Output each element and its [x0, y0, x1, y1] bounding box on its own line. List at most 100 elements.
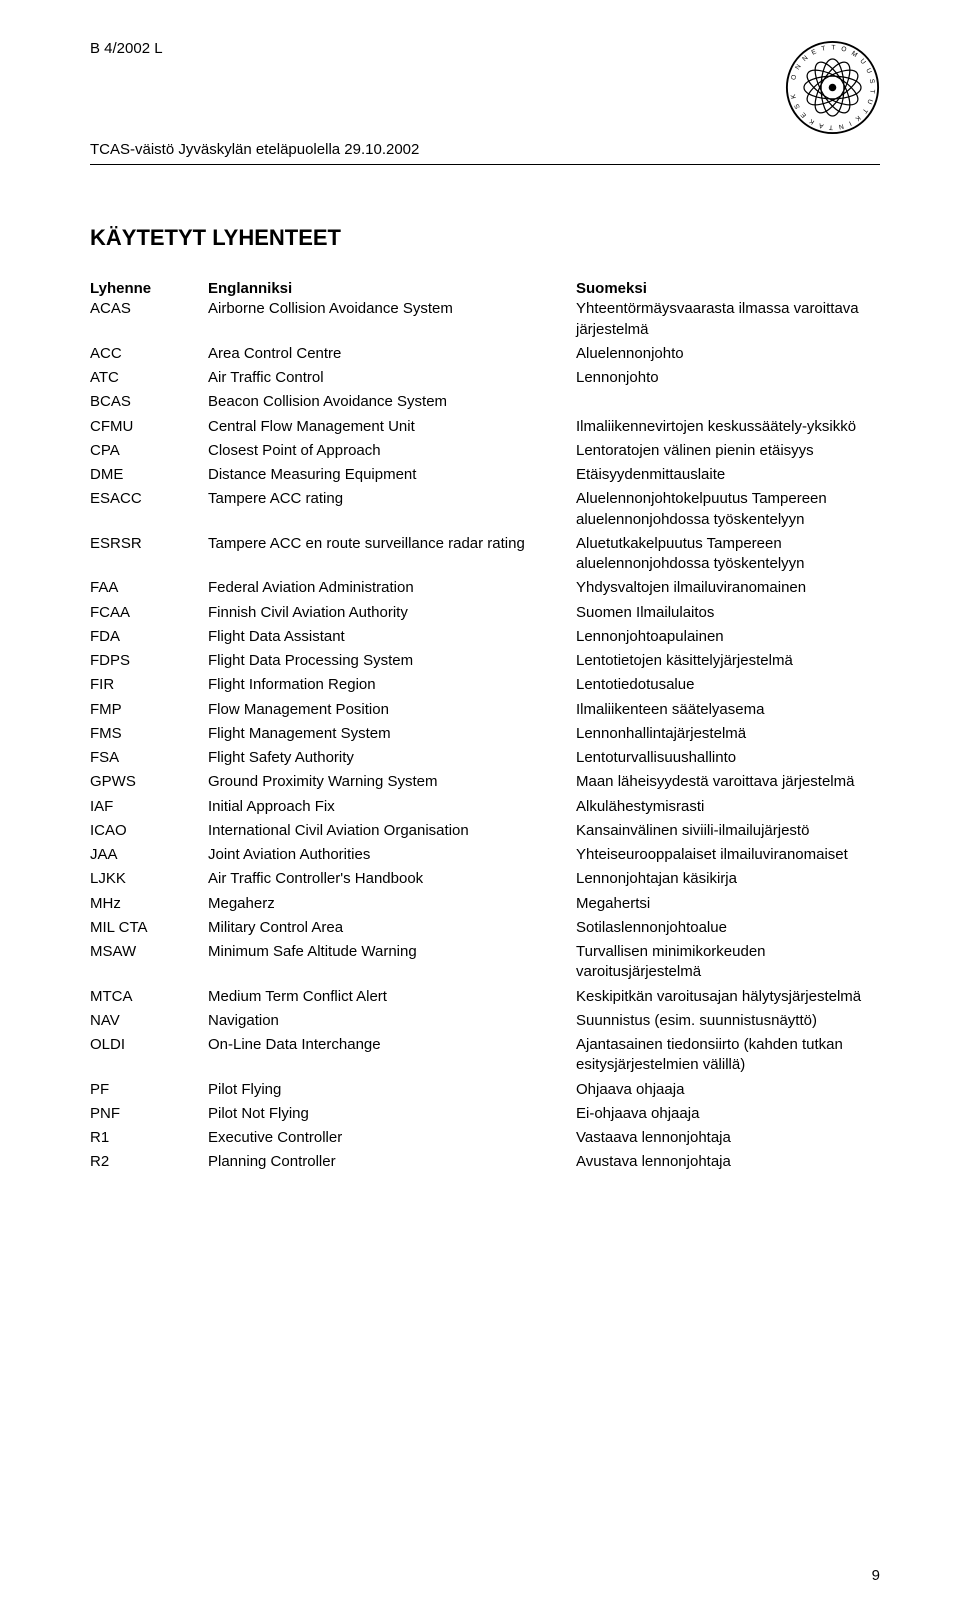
english-cell: Ground Proximity Warning System	[208, 772, 568, 792]
english-cell: Flight Data Assistant	[208, 627, 568, 647]
english-cell: Beacon Collision Avoidance System	[208, 392, 568, 412]
abbr-cell: FCAA	[90, 603, 200, 623]
abbr-cell: R1	[90, 1128, 200, 1148]
finnish-cell: Yhdysvaltojen ilmailuviranomainen	[576, 578, 880, 598]
abbr-cell: MSAW	[90, 942, 200, 983]
finnish-cell: Aluelennonjohto	[576, 344, 880, 364]
abbr-cell: CPA	[90, 441, 200, 461]
english-cell: Planning Controller	[208, 1152, 568, 1172]
english-cell: Pilot Not Flying	[208, 1104, 568, 1124]
english-cell: Air Traffic Controller's Handbook	[208, 869, 568, 889]
finnish-cell: Etäisyydenmittauslaite	[576, 465, 880, 485]
english-cell: Air Traffic Control	[208, 368, 568, 388]
abbr-cell: CFMU	[90, 417, 200, 437]
abbr-cell: ACC	[90, 344, 200, 364]
doc-id: B 4/2002 L	[90, 40, 163, 57]
abbr-cell: PF	[90, 1080, 200, 1100]
abbr-cell: LJKK	[90, 869, 200, 889]
doc-subtitle: TCAS-väistö Jyväskylän eteläpuolella 29.…	[90, 141, 880, 158]
finnish-cell: Aluetutkakelpuutus Tampereen aluelennonj…	[576, 534, 880, 575]
finnish-cell: Lennonjohto	[576, 368, 880, 388]
abbreviation-rows: ACASAirborne Collision Avoidance SystemY…	[90, 299, 880, 1172]
finnish-cell: Yhteentörmäysvaarasta ilmassa varoittava…	[576, 299, 880, 340]
english-cell: Megaherz	[208, 894, 568, 914]
abbr-cell: MTCA	[90, 987, 200, 1007]
finnish-cell: Yhteiseurooppalaiset ilmailuviranomaiset	[576, 845, 880, 865]
finnish-cell: Aluelennonjohtokelpuutus Tampereen aluel…	[576, 489, 880, 530]
finnish-cell: Suunnistus (esim. suunnistusnäyttö)	[576, 1011, 880, 1031]
abbr-cell: IAF	[90, 797, 200, 817]
english-cell: Military Control Area	[208, 918, 568, 938]
abbr-cell: ICAO	[90, 821, 200, 841]
abbreviation-table: Lyhenne Englanniksi Suomeksi	[90, 279, 880, 299]
english-cell: Flight Information Region	[208, 675, 568, 695]
english-cell: Flight Management System	[208, 724, 568, 744]
finnish-cell: Ajantasainen tiedonsiirto (kahden tutkan…	[576, 1035, 880, 1076]
finnish-cell: Lentotietojen käsittelyjärjestelmä	[576, 651, 880, 671]
finnish-cell: Maan läheisyydestä varoittava järjestelm…	[576, 772, 880, 792]
column-header-abbr: Lyhenne	[90, 279, 200, 299]
english-cell: Minimum Safe Altitude Warning	[208, 942, 568, 983]
finnish-cell: Turvallisen minimikorkeuden varoitusjärj…	[576, 942, 880, 983]
english-cell: Tampere ACC en route surveillance radar …	[208, 534, 568, 575]
english-cell: Pilot Flying	[208, 1080, 568, 1100]
finnish-cell: Lentotiedotusalue	[576, 675, 880, 695]
english-cell: Finnish Civil Aviation Authority	[208, 603, 568, 623]
english-cell: Navigation	[208, 1011, 568, 1031]
finnish-cell: Lennonjohtoapulainen	[576, 627, 880, 647]
abbr-cell: FDPS	[90, 651, 200, 671]
abbr-cell: OLDI	[90, 1035, 200, 1076]
abbr-cell: GPWS	[90, 772, 200, 792]
english-cell: Area Control Centre	[208, 344, 568, 364]
finnish-cell: Avustava lennonjohtaja	[576, 1152, 880, 1172]
finnish-cell: Lentoturvallisuushallinto	[576, 748, 880, 768]
abbr-cell: ESRSR	[90, 534, 200, 575]
finnish-cell: Vastaava lennonjohtaja	[576, 1128, 880, 1148]
finnish-cell: Ei-ohjaava ohjaaja	[576, 1104, 880, 1124]
english-cell: Joint Aviation Authorities	[208, 845, 568, 865]
english-cell: Federal Aviation Administration	[208, 578, 568, 598]
finnish-cell: Ilmaliikennevirtojen keskussäätely-yksik…	[576, 417, 880, 437]
finnish-cell: Sotilaslennonjohtoalue	[576, 918, 880, 938]
finnish-cell: Suomen Ilmailulaitos	[576, 603, 880, 623]
english-cell: Tampere ACC rating	[208, 489, 568, 530]
finnish-cell	[576, 392, 880, 412]
section-title: KÄYTETYT LYHENTEET	[90, 225, 880, 251]
finnish-cell: Lennonhallintajärjestelmä	[576, 724, 880, 744]
abbr-cell: MHz	[90, 894, 200, 914]
page-number: 9	[872, 1567, 880, 1584]
abbr-cell: PNF	[90, 1104, 200, 1124]
finnish-cell: Lentoratojen välinen pienin etäisyys	[576, 441, 880, 461]
english-cell: Initial Approach Fix	[208, 797, 568, 817]
finnish-cell: Lennonjohtajan käsikirja	[576, 869, 880, 889]
english-cell: On-Line Data Interchange	[208, 1035, 568, 1076]
abbr-cell: FDA	[90, 627, 200, 647]
abbr-cell: FIR	[90, 675, 200, 695]
english-cell: Closest Point of Approach	[208, 441, 568, 461]
finnish-cell: Kansainvälinen siviili-ilmailujärjestö	[576, 821, 880, 841]
english-cell: Flight Safety Authority	[208, 748, 568, 768]
abbr-cell: DME	[90, 465, 200, 485]
abbr-cell: BCAS	[90, 392, 200, 412]
abbr-cell: FAA	[90, 578, 200, 598]
finnish-cell: Keskipitkän varoitusajan hälytysjärjeste…	[576, 987, 880, 1007]
finnish-cell: Ohjaava ohjaaja	[576, 1080, 880, 1100]
abbr-cell: ESACC	[90, 489, 200, 530]
english-cell: Medium Term Conflict Alert	[208, 987, 568, 1007]
finnish-cell: Megahertsi	[576, 894, 880, 914]
finnish-cell: Ilmaliikenteen säätelyasema	[576, 700, 880, 720]
abbr-cell: MIL CTA	[90, 918, 200, 938]
english-cell: Flight Data Processing System	[208, 651, 568, 671]
english-cell: Executive Controller	[208, 1128, 568, 1148]
abbr-cell: ACAS	[90, 299, 200, 340]
english-cell: International Civil Aviation Organisatio…	[208, 821, 568, 841]
abbr-cell: R2	[90, 1152, 200, 1172]
column-header-fin: Suomeksi	[576, 279, 880, 299]
english-cell: Central Flow Management Unit	[208, 417, 568, 437]
header-left: B 4/2002 L	[90, 40, 163, 57]
column-header-eng: Englanniksi	[208, 279, 568, 299]
abbr-cell: FSA	[90, 748, 200, 768]
english-cell: Flow Management Position	[208, 700, 568, 720]
organization-logo: O N N E T T O M U U S T U T K I N T A K …	[785, 40, 880, 135]
abbr-cell: FMP	[90, 700, 200, 720]
